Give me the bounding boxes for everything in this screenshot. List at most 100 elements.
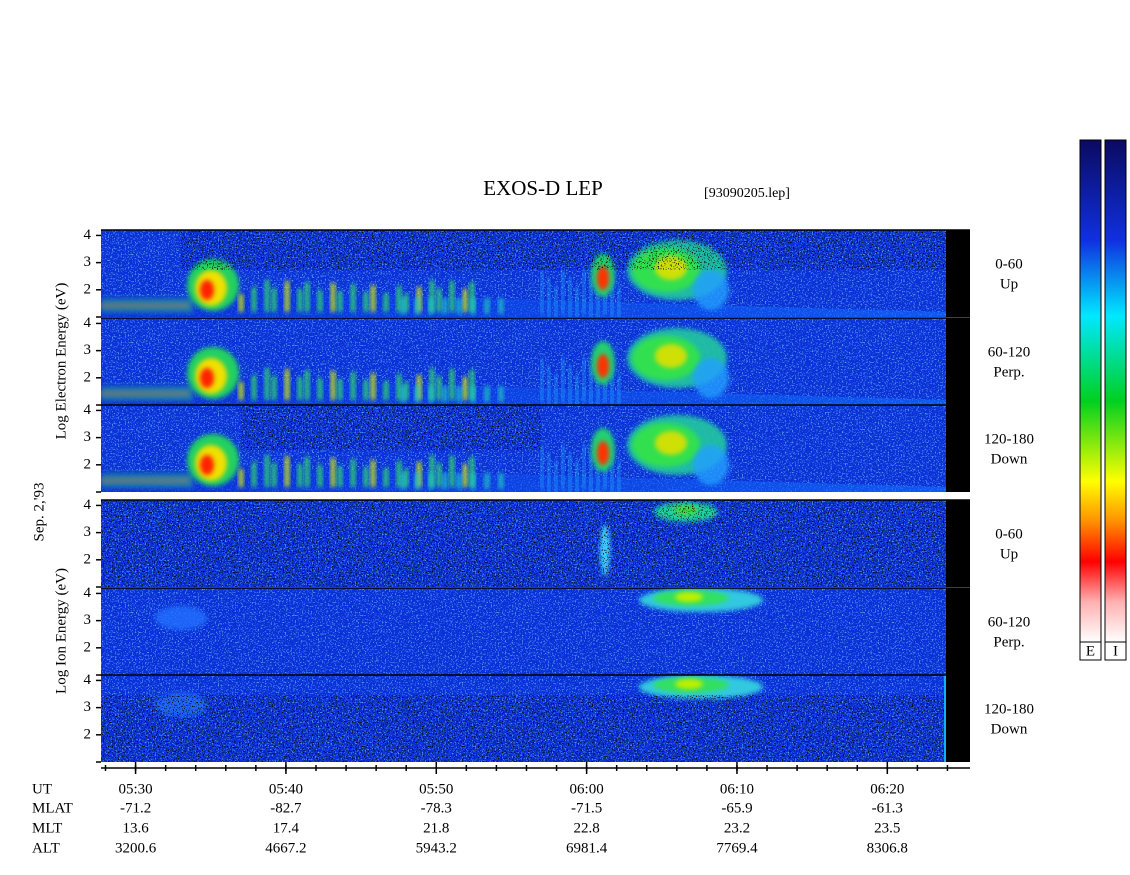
spectral-feature [272,463,276,487]
spectral-feature [470,457,474,487]
spectral-feature [384,293,388,312]
spectral-feature [351,459,355,487]
speckle [101,500,946,587]
ephemeris-value: 21.8 [423,820,449,836]
spectral-feature [597,374,599,405]
spectral-feature [693,270,729,310]
spectral-feature [541,270,543,315]
spectral-feature [371,285,375,312]
spectral-feature [384,468,388,487]
spectral-feature [499,386,503,402]
spectral-feature [443,386,447,402]
spectral-feature [318,378,322,400]
y-tick-label: 2 [84,369,92,385]
spectral-feature [200,455,214,475]
x-tick-label: 06:00 [570,781,604,797]
spectrogram [101,405,946,492]
spectral-feature [429,298,433,314]
spectral-feature [470,370,474,400]
spectral-feature [252,287,256,312]
colorbar-label: I [1113,643,1118,659]
ephemeris-value: -65.9 [721,800,752,816]
spectral-feature [562,445,564,490]
spectral-feature [485,386,489,402]
spectrogram [101,500,946,587]
ephemeris-value: 23.5 [874,820,900,836]
speckle [101,695,946,762]
spectral-feature [450,281,454,312]
spectral-feature [239,294,243,312]
spectral-feature [471,473,475,489]
spectral-feature [618,286,620,317]
spectral-feature [239,382,243,400]
y-tick-label: 4 [84,585,92,601]
spectral-feature [371,460,375,487]
spectral-feature [548,278,550,317]
colorbar-label: E [1086,643,1095,659]
file-name: [93090205.lep] [704,186,790,201]
spectral-feature [430,368,434,400]
spectral-feature [265,280,269,312]
spectral-feature [555,461,557,492]
spectral-feature [443,298,447,314]
spectral-feature [351,284,355,312]
spectral-feature [338,466,342,487]
spectral-feature [429,386,433,402]
y-tick-label: 2 [84,639,92,655]
spectral-feature [200,368,214,388]
spectral-feature [618,461,620,492]
spectral-feature [384,381,388,400]
spectral-feature [597,441,609,465]
spectral-feature [397,374,401,400]
spectral-feature [457,298,461,314]
y-tick-label: 4 [84,497,92,513]
spectrogram [101,318,946,405]
y-tick-label: 2 [84,456,92,472]
spectral-feature [364,467,368,487]
spectral-feature [555,374,557,405]
ephemeris-value: 4667.2 [265,840,306,856]
y-tick-label: 4 [84,672,92,688]
y-tick-label: 3 [84,342,92,358]
speckle [241,405,541,450]
spectral-feature [200,280,214,300]
y-tick-label: 3 [84,429,92,445]
ephemeris-value: 22.8 [573,820,599,836]
spectral-feature [298,464,302,487]
spectral-feature [583,270,585,315]
spectral-feature [443,473,447,489]
colorbar [1104,139,1127,643]
spectral-feature [401,473,405,489]
spectral-feature [597,461,599,492]
spectral-feature [272,288,276,312]
y-tick-label: 3 [84,524,92,540]
spectral-feature [485,298,489,314]
spectral-feature [298,377,302,400]
edge-bar [944,675,946,762]
spectral-feature [463,377,467,400]
ephemeris-value: -71.5 [571,800,602,816]
channel-direction: Up [1000,546,1018,562]
ephemeris-value: 13.6 [122,820,149,836]
spectral-feature [471,298,475,314]
spectral-feature [331,371,335,400]
spectral-feature [364,292,368,312]
spectral-feature [597,286,599,317]
spectral-feature [583,358,585,403]
channel-direction: Perp. [993,364,1024,380]
spectral-feature [437,288,441,312]
channel-direction: Down [991,721,1028,737]
y-tick-label: 2 [84,551,92,567]
spectral-feature [597,266,609,290]
y-tick-label: 2 [84,726,92,742]
channel-direction: Down [991,451,1028,467]
title: EXOS-D LEP [483,176,603,200]
x-tick-label: 05:30 [118,781,152,797]
x-tick-label: 06:10 [720,781,754,797]
spectral-feature [569,453,571,492]
spectral-feature [305,370,309,400]
colorbar [1079,139,1102,643]
spectral-feature [430,455,434,487]
spectral-feature [397,461,401,487]
